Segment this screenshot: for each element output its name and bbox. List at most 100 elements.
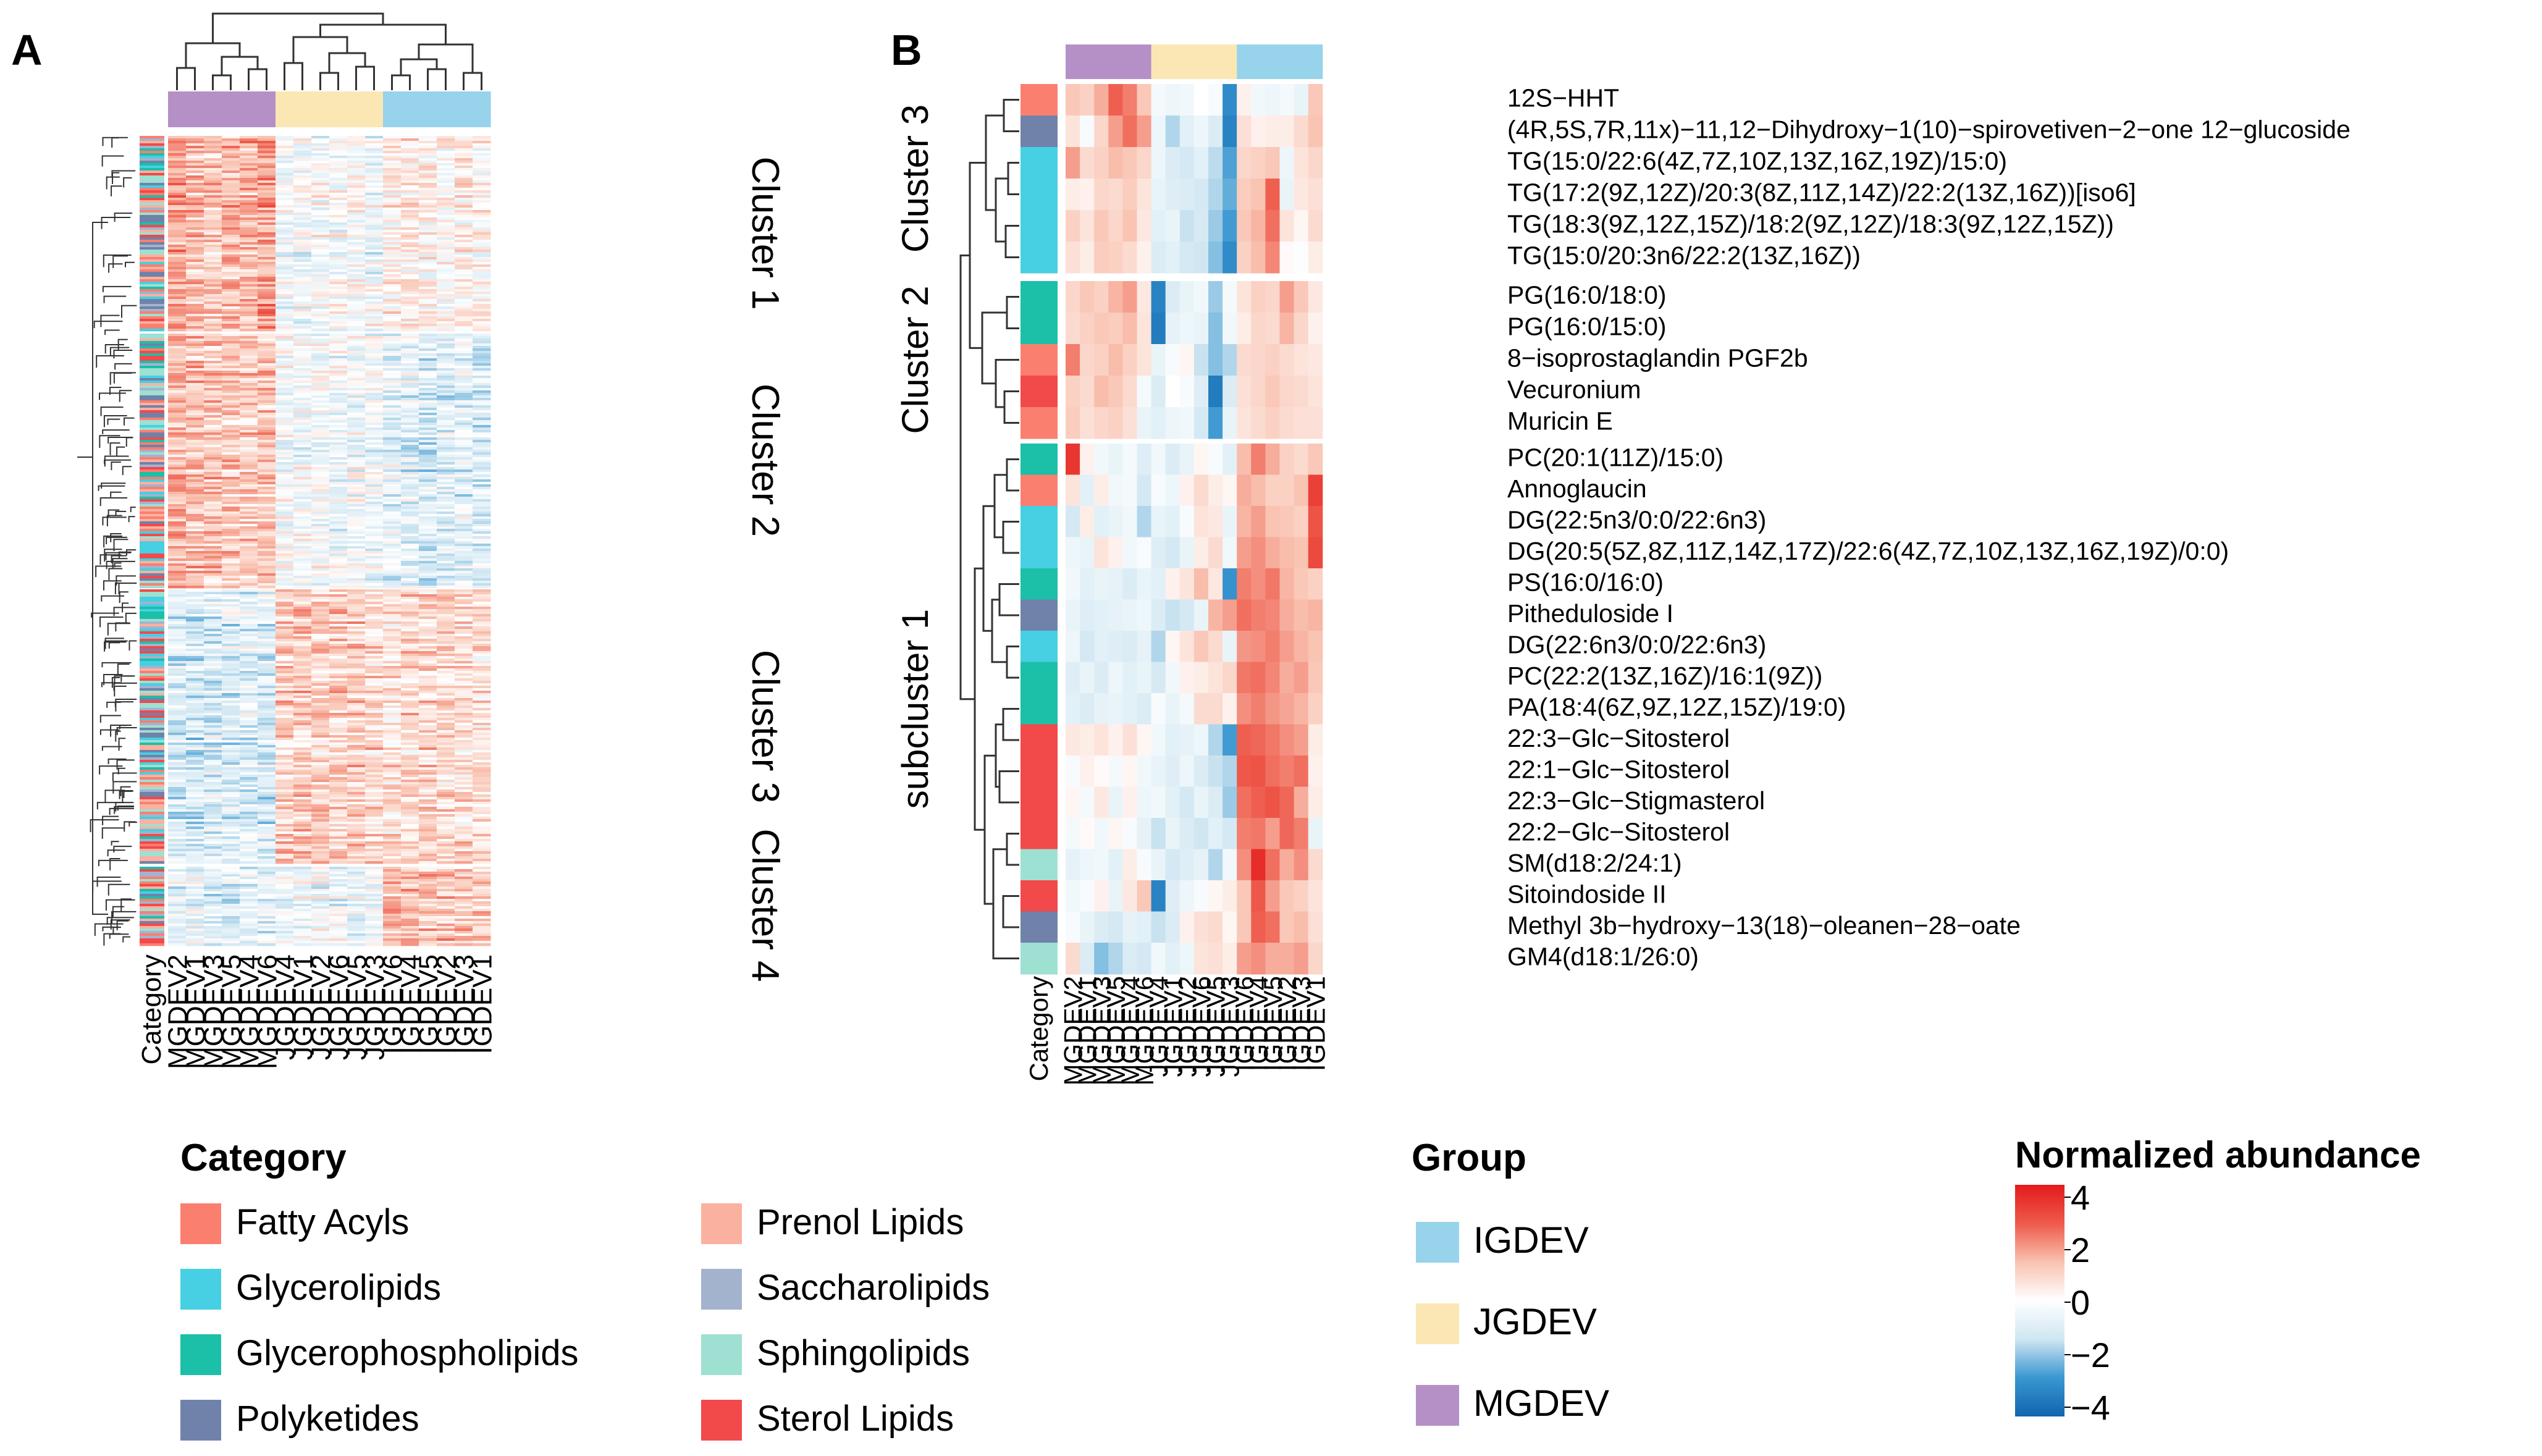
panel-a-heat-cell [437,383,455,386]
panel-a-heat-cell [455,383,473,386]
panel-a-heat-cell [258,250,276,253]
panel-a-heat-cell [258,287,276,290]
panel-a-heat-cell [222,230,240,233]
panel-a-heat-cell [311,314,330,317]
panel-a-heat-cell [365,329,384,332]
panel-a-heat-cell [383,220,402,223]
panel-a-heat-cell [276,607,294,610]
panel-a-heat-cell [347,747,366,751]
panel-a-heat-cell [168,730,187,733]
panel-a-heat-cell [347,232,366,235]
panel-a-heat-cell [365,420,384,423]
panel-a-heat-cell [383,561,402,564]
panel-a-heat-cell [401,772,419,775]
panel-a-heat-cell [222,597,240,600]
panel-a-heat-cell [437,447,455,450]
panel-a-heat-cell [293,701,312,704]
panel-a-heat-cell [329,242,348,245]
panel-a-group-bar-cell [311,91,330,127]
panel-a-heat-cell [258,524,276,527]
panel-a-heat-cell [419,242,437,245]
panel-a-heat-cell [401,502,419,505]
panel-a-heat-cell [473,539,491,542]
panel-a-heat-cell [258,423,276,426]
panel-a-heat-cell [293,474,312,478]
panel-a-heat-cell [240,259,258,263]
panel-a-heat-cell [365,583,384,586]
panel-a-heat-cell [276,385,294,389]
panel-a-heat-cell [329,765,348,768]
panel-a-heat-cell [186,519,204,522]
panel-a-heat-cell [347,541,366,544]
panel-a-heat-cell [204,257,222,260]
panel-a-heat-cell [168,420,187,423]
panel-a-heat-cell [240,465,258,468]
panel-a-heat-cell [168,373,187,376]
panel-a-category-cell [140,621,164,625]
panel-a-heat-cell [186,437,204,440]
panel-a-heat-cell [204,178,222,181]
panel-a-heat-cell [276,775,294,778]
panel-a-heat-cell [419,641,437,644]
panel-a-heat-cell [311,499,330,502]
panel-a-heat-cell [329,292,348,295]
panel-a-heat-cell [437,141,455,144]
panel-a-heat-cell [365,235,384,238]
panel-a-heat-cell [222,602,240,605]
panel-a-heat-cell [258,750,276,753]
panel-a-heat-cell [383,398,402,401]
panel-a-heat-cell [329,445,348,448]
panel-a-heat-cell [311,267,330,270]
panel-a-heat-cell [222,193,240,196]
panel-a-heat-cell [311,447,330,450]
panel-a-heat-cell [222,348,240,351]
panel-a-heat-cell [168,696,187,699]
panel-a-heat-cell [168,710,187,713]
panel-a-heat-cell [365,747,384,751]
panel-a-heat-cell [329,309,348,312]
panel-a-heat-cell [419,432,437,436]
panel-a-heat-cell [401,728,419,731]
panel-a-heat-cell [347,324,366,327]
panel-a-heat-cell [222,220,240,223]
panel-a-heat-cell [383,400,402,403]
panel-a-heat-cell [455,153,473,156]
panel-a-heat-cell [401,556,419,559]
panel-a-heat-cell [276,346,294,349]
panel-a-heat-cell [401,170,419,174]
panel-a-heat-cell [293,703,312,706]
panel-a-heat-cell [473,242,491,245]
panel-a-heat-cell [419,304,437,307]
panel-a-heat-cell [437,277,455,280]
panel-a-heat-cell [258,770,276,773]
panel-a-heat-cell [311,329,330,332]
panel-a-heat-cell [401,708,419,711]
panel-a-heat-cell [311,551,330,554]
panel-a-group-bar-cell [419,91,437,127]
panel-a-heat-cell [293,240,312,243]
panel-a-heat-cell [383,272,402,275]
panel-a-heat-cell [329,561,348,564]
panel-a-heat-cell [258,609,276,612]
panel-a-heat-cell [204,208,222,211]
panel-a-heat-cell [473,388,491,391]
panel-a-heat-cell [365,259,384,263]
panel-a-heat-cell [293,183,312,186]
panel-a-heat-cell [437,534,455,537]
panel-a-heat-cell [347,405,366,408]
panel-a-heat-cell [258,626,276,629]
panel-a-heat-cell [186,479,204,482]
panel-a-category-cell [140,398,164,401]
panel-a-heat-cell [437,696,455,699]
panel-a-heat-cell [401,676,419,679]
panel-a-heat-cell [383,492,402,495]
panel-a-category-cell [140,494,164,497]
panel-a-heat-cell [240,539,258,542]
panel-a-heat-cell [240,267,258,270]
panel-a-heat-cell [329,654,348,657]
panel-a-heat-cell [419,373,437,376]
panel-a-heat-cell [329,267,348,270]
panel-a-heat-cell [401,651,419,654]
panel-a-heat-cell [258,432,276,436]
panel-a-heat-cell [329,686,348,689]
